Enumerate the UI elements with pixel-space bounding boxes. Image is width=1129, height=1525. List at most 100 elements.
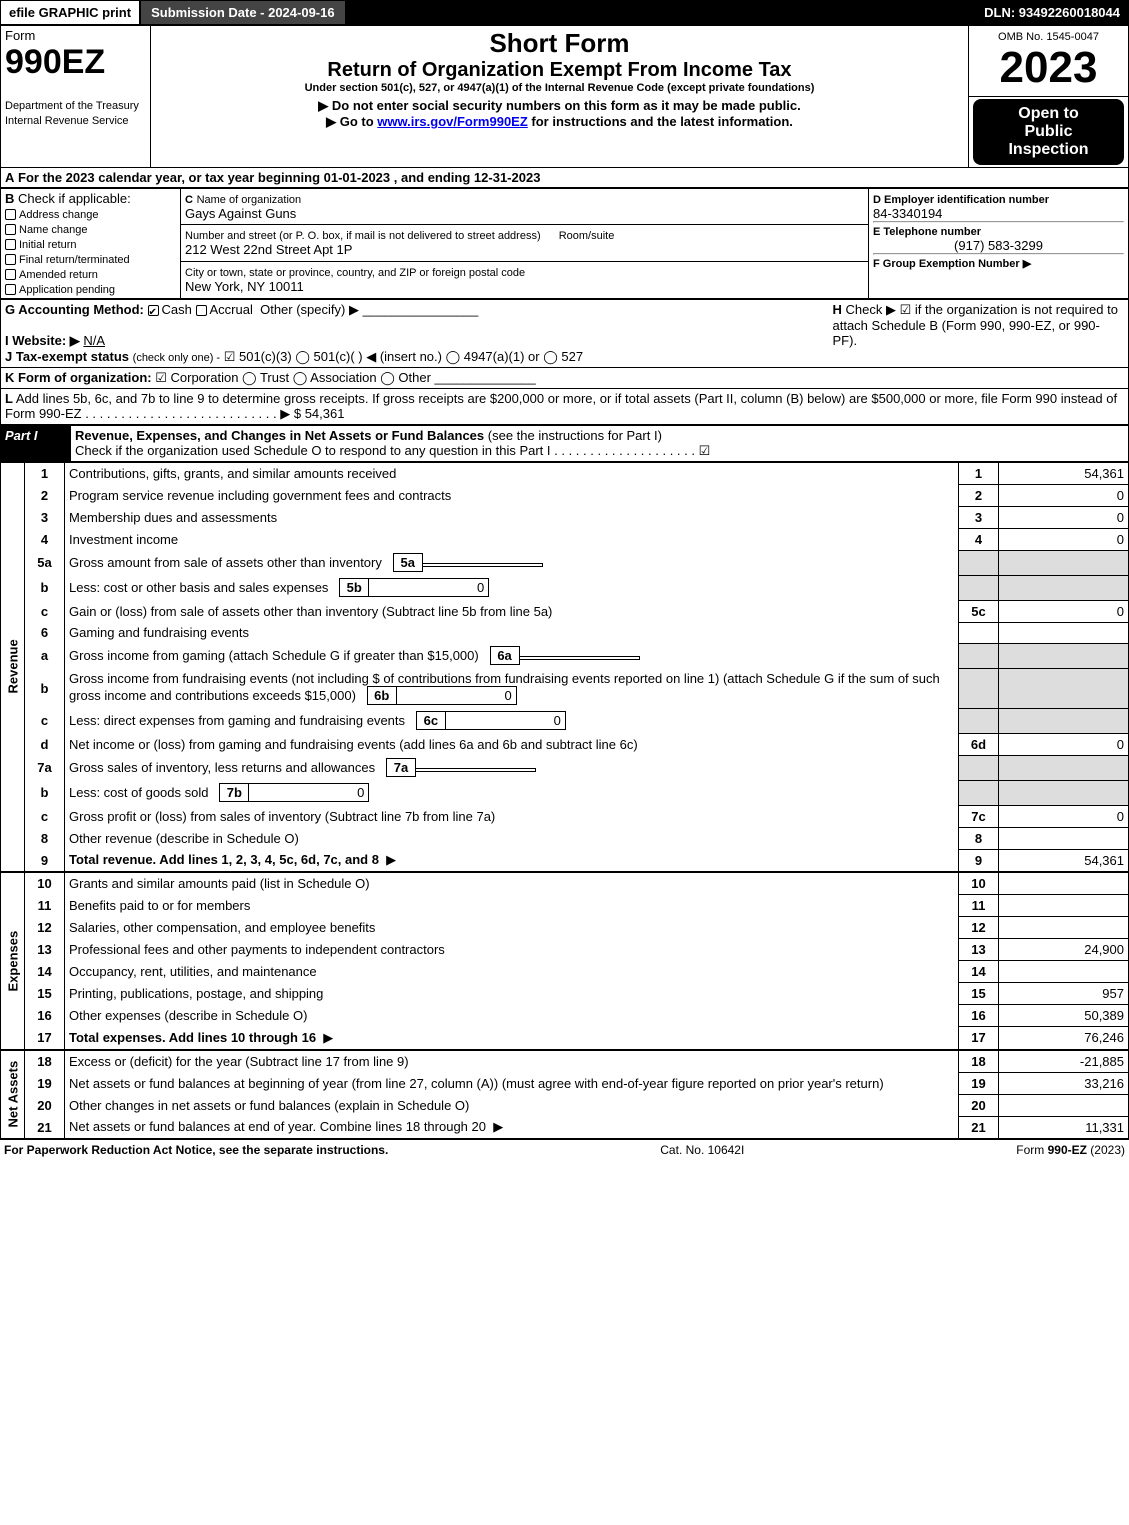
linebox-8: 8 — [959, 827, 999, 849]
linebox-20: 20 — [959, 1094, 999, 1116]
linedesc-7a: Gross sales of inventory, less returns a… — [65, 755, 959, 780]
check-initial-return[interactable] — [5, 239, 16, 250]
efile-print-button[interactable]: efile GRAPHIC print — [1, 1, 141, 24]
amount-3: 0 — [999, 506, 1129, 528]
linenum-9: 9 — [25, 849, 65, 872]
linebox-19: 19 — [959, 1072, 999, 1094]
check-amended-return[interactable] — [5, 269, 16, 280]
linedesc-20: Other changes in net assets or fund bala… — [65, 1094, 959, 1116]
linebox-21: 21 — [959, 1116, 999, 1139]
goto-note: ▶ Go to www.irs.gov/Form990EZ for instru… — [155, 114, 964, 130]
linedesc-17: Total expenses. Add lines 10 through 16 … — [65, 1027, 959, 1050]
amount-12 — [999, 917, 1129, 939]
linebox-18: 18 — [959, 1050, 999, 1072]
linenum-4: 4 — [25, 528, 65, 550]
linenum-16: 16 — [25, 1005, 65, 1027]
linenum-b: b — [25, 575, 65, 600]
omb-label: OMB No. 1545-0047 — [998, 31, 1099, 43]
check-name-change[interactable] — [5, 224, 16, 235]
amount-20 — [999, 1094, 1129, 1116]
linenum-20: 20 — [25, 1094, 65, 1116]
section-label-expenses: Expenses — [1, 873, 25, 1050]
linenum-5a: 5a — [25, 550, 65, 575]
part1-header: Part I Revenue, Expenses, and Changes in… — [0, 425, 1129, 462]
linedesc-6: Gaming and fundraising events — [65, 622, 959, 643]
linenum-b: b — [25, 780, 65, 805]
subval-5a — [423, 563, 543, 567]
linebox-3: 3 — [959, 506, 999, 528]
amount-11 — [999, 895, 1129, 917]
section-label-revenue: Revenue — [1, 462, 25, 872]
main-title: Return of Organization Exempt From Incom… — [155, 59, 964, 82]
check-address-change[interactable] — [5, 209, 16, 220]
linedesc-b: Less: cost of goods sold 7b0 — [65, 780, 959, 805]
short-form-title: Short Form — [155, 28, 964, 59]
amount-5c: 0 — [999, 600, 1129, 622]
subline-5b: 5b — [339, 578, 369, 597]
check-application-pending[interactable] — [5, 284, 16, 295]
group-exempt-label: F Group Exemption Number ▶ — [873, 258, 1031, 270]
submission-date: Submission Date - 2024-09-16 — [141, 1, 347, 24]
check-final-return/terminated[interactable] — [5, 254, 16, 265]
linenum-11: 11 — [25, 895, 65, 917]
accrual-checkbox[interactable] — [196, 305, 207, 316]
linebox-1: 1 — [959, 462, 999, 484]
form-number: 990EZ — [5, 43, 105, 81]
linenum-1: 1 — [25, 462, 65, 484]
linenum-19: 19 — [25, 1072, 65, 1094]
dln-label: DLN: 93492260018044 — [976, 1, 1128, 24]
linenum-6: 6 — [25, 622, 65, 643]
linedesc-15: Printing, publications, postage, and shi… — [65, 983, 959, 1005]
linedesc-21: Net assets or fund balances at end of ye… — [65, 1116, 959, 1139]
linebox-5c: 5c — [959, 600, 999, 622]
g-h-block: G Accounting Method: Cash Accrual Other … — [0, 299, 1129, 368]
amount-13: 24,900 — [999, 939, 1129, 961]
irs-label: Internal Revenue Service — [5, 115, 129, 127]
linenum-13: 13 — [25, 939, 65, 961]
subline-7b: 7b — [219, 783, 249, 802]
amount-2: 0 — [999, 484, 1129, 506]
linenum-8: 8 — [25, 827, 65, 849]
linenum-d: d — [25, 733, 65, 755]
linedesc-19: Net assets or fund balances at beginning… — [65, 1072, 959, 1094]
cash-checkbox[interactable] — [148, 305, 159, 316]
irs-link[interactable]: www.irs.gov/Form990EZ — [377, 114, 528, 129]
linenum-a: a — [25, 643, 65, 668]
city-value: New York, NY 10011 — [185, 279, 304, 294]
linedesc-10: Grants and similar amounts paid (list in… — [65, 873, 959, 895]
linedesc-1: Contributions, gifts, grants, and simila… — [65, 462, 959, 484]
line-A: A For the 2023 calendar year, or tax yea… — [0, 168, 1129, 188]
subline-5a: 5a — [393, 553, 423, 572]
linenum-15: 15 — [25, 983, 65, 1005]
subval-5b: 0 — [369, 578, 489, 597]
linedesc-5a: Gross amount from sale of assets other t… — [65, 550, 959, 575]
linebox-17: 17 — [959, 1027, 999, 1050]
linedesc-12: Salaries, other compensation, and employ… — [65, 917, 959, 939]
linedesc-3: Membership dues and assessments — [65, 506, 959, 528]
linenum-b: b — [25, 668, 65, 708]
linedesc-9: Total revenue. Add lines 1, 2, 3, 4, 5c,… — [65, 849, 959, 872]
linenum-2: 2 — [25, 484, 65, 506]
linedesc-2: Program service revenue including govern… — [65, 484, 959, 506]
amount-1: 54,361 — [999, 462, 1129, 484]
linedesc-16: Other expenses (describe in Schedule O) — [65, 1005, 959, 1027]
linedesc-b: Less: cost or other basis and sales expe… — [65, 575, 959, 600]
linenum-c: c — [25, 708, 65, 733]
amount-4: 0 — [999, 528, 1129, 550]
street-value: 212 West 22nd Street Apt 1P — [185, 242, 352, 257]
linebox-13: 13 — [959, 939, 999, 961]
linenum-17: 17 — [25, 1027, 65, 1050]
form-ref: Form 990-EZ (2023) — [1016, 1143, 1125, 1157]
linebox-11: 11 — [959, 895, 999, 917]
linenum-c: c — [25, 805, 65, 827]
line-K: K Form of organization: ☑ Corporation ◯ … — [0, 368, 1129, 389]
amount-21: 11,331 — [999, 1116, 1129, 1139]
line-L: L Add lines 5b, 6c, and 7b to line 9 to … — [0, 389, 1129, 425]
ein-value: 84-3340194 — [873, 206, 942, 221]
amount-10 — [999, 873, 1129, 895]
amount-9: 54,361 — [999, 849, 1129, 872]
linebox-9: 9 — [959, 849, 999, 872]
linedesc-11: Benefits paid to or for members — [65, 895, 959, 917]
subline-6c: 6c — [416, 711, 446, 730]
linebox-16: 16 — [959, 1005, 999, 1027]
